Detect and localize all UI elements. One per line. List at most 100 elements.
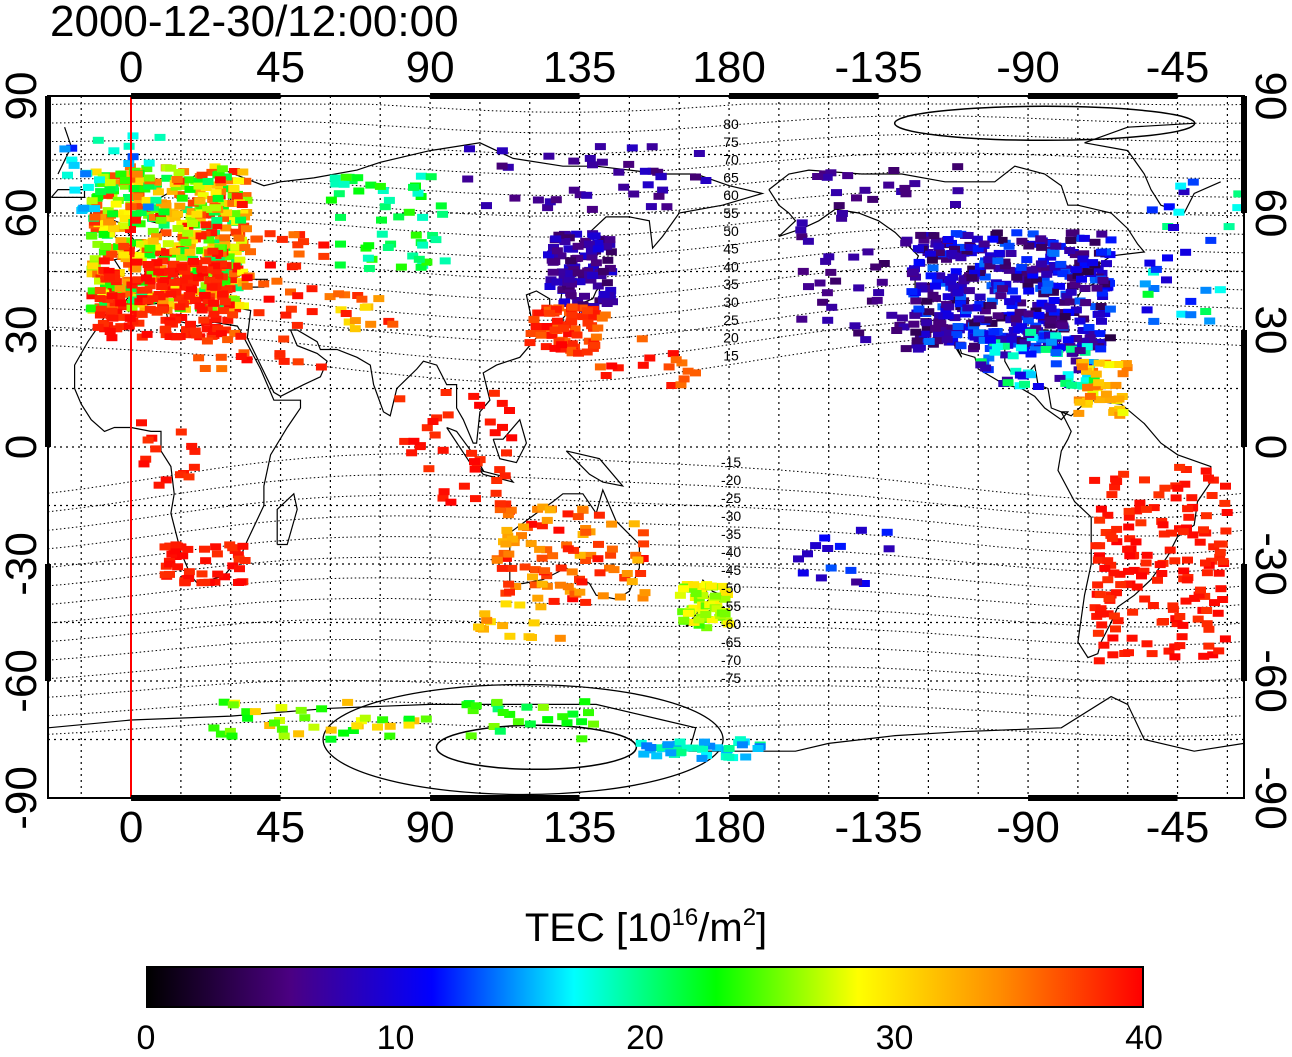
tec-point	[1123, 523, 1135, 531]
tec-point	[496, 147, 508, 155]
tec-point	[377, 716, 389, 724]
tec-point	[87, 287, 99, 295]
tec-point	[1041, 270, 1053, 278]
tec-point	[604, 264, 616, 272]
tec-point	[1192, 615, 1204, 623]
tec-point	[92, 136, 104, 144]
tec-point	[183, 568, 195, 576]
tec-point	[415, 172, 427, 180]
contour-label: -40	[721, 544, 741, 560]
tec-point	[870, 263, 882, 271]
tec-point	[1059, 313, 1071, 321]
tec-point	[372, 723, 383, 731]
tec-point	[329, 174, 341, 182]
tec-point	[836, 214, 848, 222]
tec-point	[723, 745, 735, 752]
tec-point	[438, 488, 450, 496]
tec-point	[1176, 633, 1188, 641]
tec-point	[561, 541, 573, 549]
tec-point	[1182, 556, 1193, 564]
tec-point	[231, 193, 243, 200]
tec-point	[1175, 182, 1187, 190]
tec-point	[628, 520, 640, 528]
tec-point	[229, 329, 241, 337]
tec-point	[1006, 311, 1018, 319]
tec-point	[1030, 307, 1042, 315]
tec-point	[950, 268, 962, 276]
tec-point	[484, 418, 496, 426]
colorbar-tick-label: 40	[1125, 1019, 1163, 1057]
tec-point	[855, 526, 867, 534]
y-tick-label: 0	[1246, 434, 1292, 460]
tec-point	[597, 267, 609, 275]
tec-point	[1232, 204, 1244, 212]
tec-point	[86, 270, 98, 278]
tec-point	[1201, 569, 1213, 577]
contour-label: -15	[721, 454, 741, 470]
tec-point	[1048, 249, 1060, 257]
tec-point	[1074, 317, 1086, 325]
tec-point	[911, 337, 923, 345]
tec-point	[548, 597, 560, 605]
tec-point	[1048, 297, 1060, 304]
tec-point	[228, 185, 240, 192]
tec-point	[339, 291, 351, 299]
contour-label: -65	[721, 634, 741, 650]
y-tick-label: 30	[0, 305, 46, 355]
tec-point	[1100, 390, 1112, 398]
tec-point	[200, 257, 212, 265]
tec-point	[1016, 323, 1027, 331]
tec-point	[1092, 556, 1104, 564]
tec-point	[1127, 608, 1139, 616]
tec-point	[817, 298, 829, 306]
tec-point	[912, 245, 924, 253]
tec-point	[126, 285, 138, 293]
tec-point	[174, 191, 186, 199]
tec-point	[519, 563, 531, 571]
tec-point	[1144, 259, 1156, 267]
tec-point	[141, 330, 153, 338]
tec-point	[995, 292, 1007, 300]
tec-point	[172, 210, 184, 218]
tec-point	[123, 142, 135, 150]
tec-point	[249, 708, 261, 716]
tec-point	[963, 287, 975, 295]
tec-point	[111, 325, 123, 333]
tec-point	[228, 168, 240, 175]
tec-point	[136, 291, 148, 299]
tec-point	[1124, 535, 1136, 543]
tec-point	[638, 540, 650, 548]
tec-point	[132, 193, 144, 201]
tec-point	[325, 196, 337, 204]
tec-point	[1083, 324, 1095, 331]
tec-point	[543, 152, 555, 160]
tec-point	[1167, 602, 1179, 610]
tec-point	[966, 274, 978, 282]
tec-point	[461, 701, 473, 709]
tec-point	[141, 165, 153, 173]
tec-point	[1054, 282, 1066, 290]
coastline	[509, 488, 640, 600]
tec-point	[340, 310, 352, 317]
tec-point	[1098, 641, 1110, 649]
tec-point	[1176, 310, 1188, 318]
tec-point	[644, 354, 656, 362]
tec-point	[991, 343, 1003, 350]
tec-point	[951, 331, 963, 339]
tec-point	[1081, 367, 1092, 375]
tec-point	[507, 535, 518, 543]
tec-point	[1147, 602, 1159, 609]
tec-point	[1126, 634, 1138, 642]
tec-point	[736, 741, 748, 749]
tec-point	[98, 224, 110, 232]
tec-point	[1201, 607, 1213, 614]
tec-point	[676, 359, 688, 367]
tec-point	[445, 498, 457, 506]
tec-point	[176, 219, 188, 227]
tec-point	[559, 238, 571, 245]
tec-point	[946, 324, 958, 332]
tec-point	[160, 476, 172, 484]
tec-point	[237, 542, 249, 550]
tec-point	[1181, 524, 1192, 532]
tec-point	[933, 249, 945, 257]
